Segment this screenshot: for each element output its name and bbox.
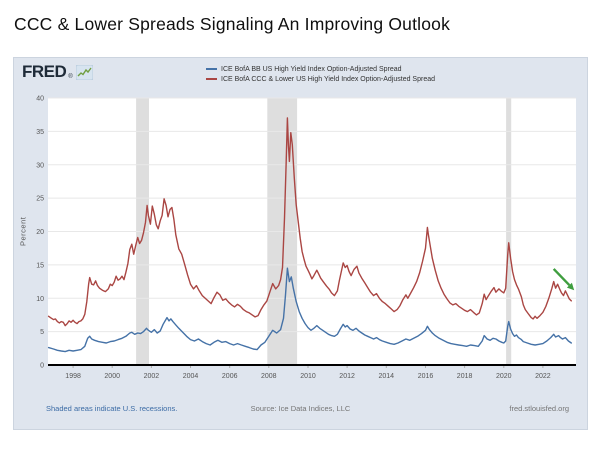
x-tick-label: 2014 [379, 373, 395, 380]
legend-item-ccc: ICE BofA CCC & Lower US High Yield Index… [206, 74, 435, 84]
x-tick-label: 2020 [496, 373, 512, 380]
x-tick-label: 1998 [65, 373, 81, 380]
recession-note-link[interactable]: Shaded areas indicate U.S. recessions. [46, 404, 178, 413]
sparkline-chart-icon [75, 64, 93, 80]
x-tick-label: 2006 [222, 373, 238, 380]
bb-series-line [47, 267, 572, 353]
y-tick-label: 30 [36, 162, 44, 169]
x-tick-label: 2000 [104, 373, 120, 380]
y-tick-label: 5 [40, 329, 44, 336]
legend-line-swatch-ccc [206, 78, 217, 80]
x-tick-label: 2004 [183, 373, 199, 380]
x-tick-label: 2018 [457, 373, 473, 380]
y-tick-label: 20 [36, 229, 44, 236]
fred-url-link[interactable]: fred.stlouisfed.org [509, 404, 569, 413]
x-tick-label: 2016 [418, 373, 434, 380]
x-tick-label: 2008 [261, 373, 277, 380]
legend-label-ccc: ICE BofA CCC & Lower US High Yield Index… [221, 75, 435, 83]
spread-chart: 0 5 10 15 20 25 30 35 40 1998 2000 2002 2004 2006 2008… [36, 96, 576, 380]
ccc-series-line [47, 117, 572, 327]
page-title: CCC & Lower Spreads Signaling An Improvi… [14, 14, 451, 34]
y-tick-label: 10 [36, 296, 44, 303]
chart-footer: Shaded areas indicate U.S. recessions. S… [14, 404, 587, 420]
fred-chart-card: FRED ® ICE BofA BB US High Yield Index Op… [13, 57, 588, 430]
y-tick-label: 35 [36, 129, 44, 136]
fred-logo-text: FRED [22, 62, 67, 81]
y-tick-label: 15 [36, 262, 44, 269]
legend-label-bb: ICE BofA BB US High Yield Index Option-A… [221, 65, 402, 73]
y-tick-label: 0 [40, 363, 44, 370]
legend-item-bb: ICE BofA BB US High Yield Index Option-A… [206, 64, 435, 74]
x-tick-label: 2010 [300, 373, 316, 380]
y-tick-label: 25 [36, 196, 44, 203]
fred-logo: FRED ® [22, 62, 93, 82]
x-tick-label: 2002 [144, 373, 160, 380]
improving-outlook-arrow [552, 268, 575, 291]
x-tick-label: 2012 [339, 373, 355, 380]
y-tick-label: 40 [36, 96, 44, 103]
source-note: Source: Ice Data Indices, LLC [250, 404, 351, 413]
chart-legend: ICE BofA BB US High Yield Index Option-A… [206, 64, 435, 84]
legend-line-swatch-bb [206, 68, 217, 70]
x-tick-label: 2022 [535, 373, 551, 380]
registered-mark: ® [68, 74, 73, 80]
